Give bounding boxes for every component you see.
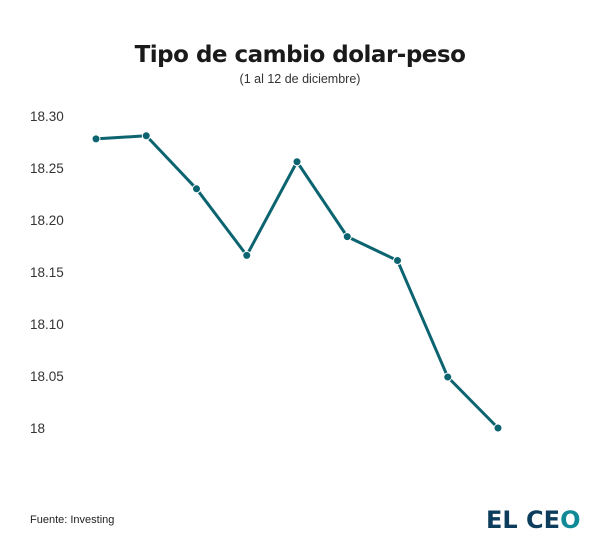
data-point bbox=[292, 157, 302, 167]
y-tick-label: 18.15 bbox=[30, 265, 64, 280]
series-path bbox=[95, 134, 500, 430]
el-ceo-logo: EL CEO bbox=[486, 506, 580, 534]
y-tick-label: 18 bbox=[30, 421, 45, 436]
data-point bbox=[493, 423, 503, 433]
logo-text: EL CE bbox=[486, 506, 561, 534]
y-tick-label: 18.05 bbox=[30, 369, 64, 384]
y-axis-ticks: 18.30 18.25 18.20 18.15 18.10 18.05 18 bbox=[30, 109, 64, 436]
data-point bbox=[91, 134, 101, 144]
source-note: Fuente: Investing bbox=[30, 514, 115, 526]
series-line bbox=[91, 131, 503, 433]
data-point bbox=[342, 232, 352, 242]
chart-subtitle: (1 al 12 de diciembre) bbox=[239, 72, 361, 86]
data-point bbox=[393, 256, 402, 266]
y-tick-label: 18.10 bbox=[30, 317, 64, 332]
y-tick-label: 18.20 bbox=[30, 213, 64, 228]
chart-title: Tipo de cambio dolar-peso bbox=[134, 42, 466, 68]
data-point bbox=[443, 372, 453, 382]
y-tick-label: 18.25 bbox=[30, 161, 64, 176]
y-tick-label: 18.30 bbox=[30, 109, 64, 124]
data-point bbox=[141, 131, 151, 141]
logo-o: O bbox=[560, 506, 581, 534]
data-point bbox=[242, 250, 252, 260]
data-point bbox=[192, 184, 201, 194]
